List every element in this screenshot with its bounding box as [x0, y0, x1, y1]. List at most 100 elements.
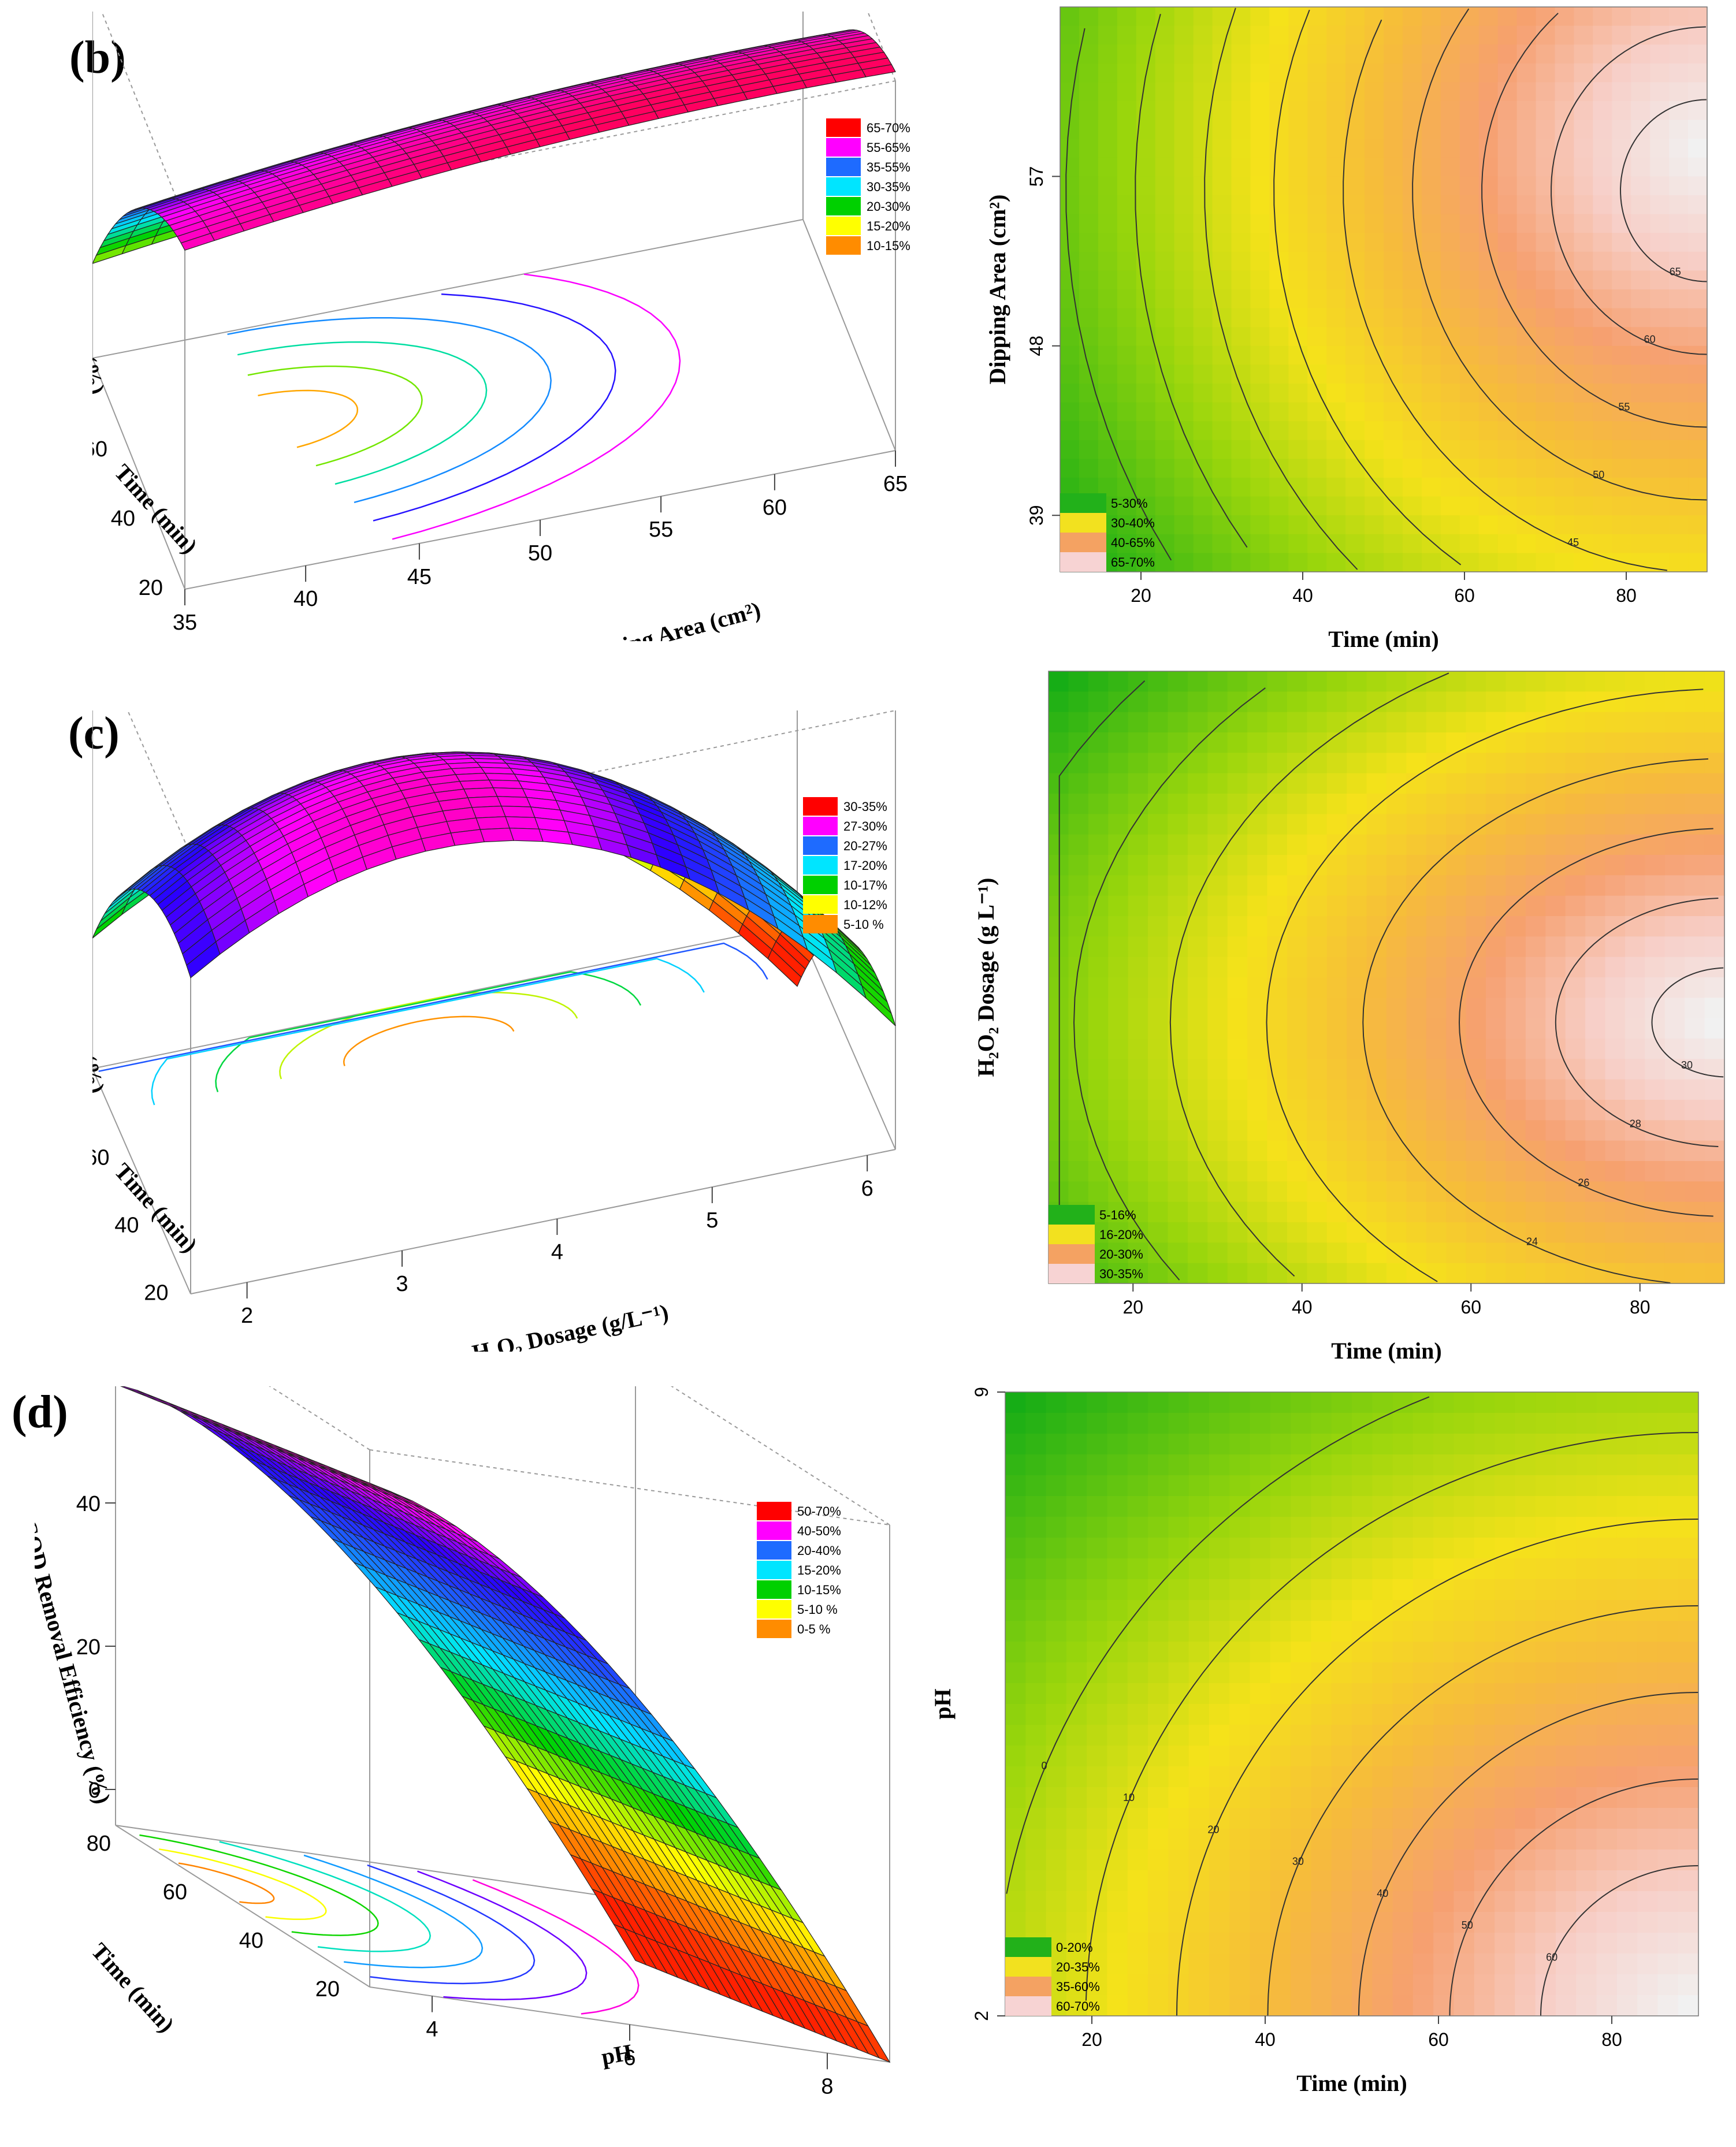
heatmap-cell	[1440, 364, 1460, 384]
heatmap-cell	[1311, 1953, 1332, 1975]
heatmap-cell	[1576, 1912, 1597, 1933]
heatmap-cell	[1148, 1201, 1169, 1223]
heatmap-cell	[1127, 1475, 1148, 1497]
heatmap-cell	[1596, 1434, 1618, 1455]
heatmap-cell	[1291, 1766, 1312, 1788]
heatmap-cell	[1148, 1912, 1169, 1933]
heatmap-cell	[1168, 1766, 1189, 1788]
heatmap-cell	[1625, 1263, 1645, 1284]
heatmap-cell	[1495, 1621, 1515, 1642]
heatmap-cell	[1025, 1517, 1047, 1538]
heatmap-cell	[1515, 1746, 1536, 1767]
heatmap-cell	[1459, 459, 1479, 478]
heatmap-cell	[1685, 957, 1705, 978]
heatmap-cell	[1326, 402, 1346, 422]
heatmap-cell	[1212, 402, 1232, 422]
heatmap-cell	[1326, 308, 1346, 328]
heatmap-cell	[1664, 1018, 1685, 1039]
heatmap-cell	[1664, 1242, 1685, 1264]
heatmap-cell	[1174, 384, 1194, 403]
heatmap-cell	[1631, 44, 1650, 64]
heatmap-cell	[1250, 1725, 1271, 1746]
heatmap-cell	[1326, 977, 1347, 998]
heatmap-cell	[1136, 553, 1156, 572]
heatmap-cell	[1657, 1662, 1679, 1684]
heatmap-cell	[1269, 345, 1289, 365]
heatmap-cell	[1433, 1558, 1455, 1580]
heatmap-cell	[1307, 691, 1328, 713]
heatmap-cell	[1459, 25, 1479, 45]
heatmap-cell	[1466, 1140, 1486, 1162]
heatmap-cell	[1412, 1829, 1434, 1850]
heatmap-cell	[1365, 176, 1384, 196]
box-floor-edge	[92, 219, 804, 359]
heatmap-cell	[1193, 421, 1213, 441]
heatmap-cell	[1270, 1850, 1291, 1871]
heatmap-cell	[1402, 327, 1422, 347]
heatmap-cell	[1466, 1120, 1486, 1141]
heatmap-cell	[1616, 1538, 1638, 1559]
heatmap-cell	[1098, 214, 1118, 233]
heatmap-cell	[1207, 1242, 1228, 1264]
heatmap-cell	[1631, 534, 1650, 553]
heatmap-cell	[1311, 1933, 1332, 1954]
heatmap-cell	[1250, 345, 1270, 365]
heatmap-cell	[1688, 44, 1708, 64]
heatmap-cell	[1525, 1079, 1546, 1100]
heatmap-cell	[1525, 1120, 1546, 1141]
heatmap-cell	[1535, 1579, 1556, 1601]
heatmap-cell	[1505, 712, 1526, 733]
heatmap-cell	[1372, 1558, 1393, 1580]
x-tick-label: 55	[649, 518, 673, 542]
heatmap-cell	[1596, 1850, 1618, 1871]
heatmap-cell	[1605, 794, 1626, 814]
heatmap-cell	[1088, 834, 1109, 855]
heatmap-cell	[1616, 1850, 1638, 1871]
heatmap-cell	[1576, 1517, 1597, 1538]
heatmap-cell	[1269, 496, 1289, 516]
heatmap-cell	[1536, 7, 1556, 27]
heatmap-cell	[1605, 712, 1626, 733]
heatmap-cell	[1474, 1850, 1495, 1871]
heatmap-cell	[1229, 1579, 1251, 1601]
heatmap-cell	[1287, 998, 1307, 1019]
heatmap-cell	[1433, 1933, 1455, 1954]
contour-line	[1058, 680, 1146, 1269]
heatmap-cell	[1406, 1039, 1427, 1059]
heatmap-cell	[1565, 1079, 1586, 1100]
heatmap-cell	[1555, 440, 1575, 459]
heatmap-cell	[1412, 1413, 1434, 1434]
heatmap-cell	[1535, 1496, 1556, 1517]
heatmap-cell	[1066, 1766, 1087, 1788]
heatmap-cell	[1025, 1746, 1047, 1767]
heatmap-cell	[1505, 691, 1526, 713]
heatmap-cell	[1555, 421, 1575, 441]
heatmap-cell	[1366, 1161, 1387, 1182]
heatmap-cell	[1412, 1454, 1434, 1476]
heatmap-cell	[1605, 895, 1626, 917]
heatmap-cell	[1365, 214, 1384, 233]
heatmap-cell	[1678, 1662, 1699, 1684]
heatmap-cell	[1486, 1059, 1507, 1080]
floor-contour-line	[158, 1848, 327, 1921]
heatmap-cell	[1515, 1808, 1536, 1829]
heatmap-cell	[1136, 7, 1156, 27]
legend-swatch	[803, 895, 838, 914]
heatmap-cell	[1574, 478, 1593, 497]
heatmap-cell	[1486, 732, 1507, 753]
heatmap-cell	[1247, 712, 1268, 733]
heatmap-cell	[1049, 957, 1069, 978]
heatmap-cell	[1128, 794, 1148, 814]
heatmap-cell	[1669, 440, 1689, 459]
heatmap-cell	[1068, 936, 1089, 958]
heatmap-cell	[1060, 233, 1080, 252]
heatmap-cell	[1267, 1100, 1288, 1121]
heatmap-cell	[1168, 1413, 1189, 1434]
heatmap-cell	[1188, 1662, 1210, 1684]
heatmap-cell	[1128, 936, 1148, 958]
heatmap-cell	[1459, 270, 1479, 290]
heatmap-cell	[1066, 1850, 1087, 1871]
heatmap-cell	[1098, 82, 1118, 102]
heatmap-cell	[1536, 251, 1556, 271]
heatmap-cell	[1406, 1161, 1427, 1182]
